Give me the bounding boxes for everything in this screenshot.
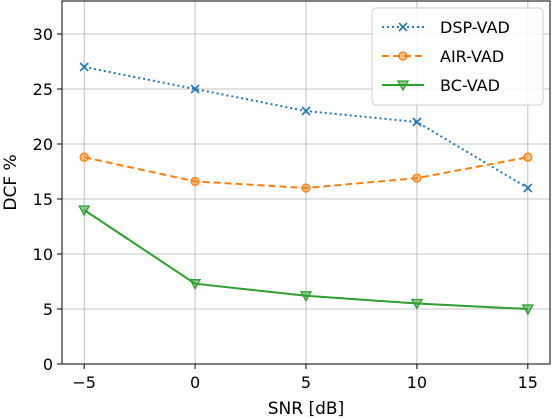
series-air-vad [79, 152, 533, 193]
x-marker-stroke [523, 183, 533, 193]
legend-label: BC-VAD [440, 76, 500, 95]
x-tick-label: 15 [518, 373, 538, 392]
data-point-bc-vad [410, 298, 424, 310]
legend-label: DSP-VAD [440, 18, 510, 37]
legend-item-air-vad: AIR-VAD [382, 47, 504, 66]
x-marker-stroke [301, 106, 311, 116]
x-axis-label: SNR [dB] [268, 399, 344, 418]
series-dsp-vad [79, 62, 533, 193]
x-tick-label: 5 [301, 373, 311, 392]
data-point-air-vad [190, 176, 200, 187]
legend: DSP-VAD AIR-VAD BC-VAD [371, 7, 544, 106]
data-point-air-vad [301, 183, 311, 193]
legend-marker [398, 51, 408, 61]
series-layer [78, 62, 534, 316]
data-point-dsp-vad [523, 183, 533, 193]
data-point-air-vad [79, 152, 89, 162]
data-point-air-vad [523, 152, 533, 162]
legend-item-dsp-vad: DSP-VAD [382, 18, 510, 37]
y-tick-label: 5 [43, 300, 53, 319]
y-tick-label: 0 [43, 355, 53, 374]
y-tick-label: 20 [33, 135, 53, 154]
y-tick-label: 25 [33, 80, 53, 99]
legend-item-bc-vad: BC-VAD [382, 76, 500, 95]
legend-box [371, 7, 544, 106]
x-marker-stroke [190, 84, 200, 94]
legend-marker [398, 22, 408, 32]
x-marker-stroke [412, 117, 422, 127]
data-point-dsp-vad [190, 84, 200, 94]
y-tick-label: 30 [33, 25, 53, 44]
y-tick-label: 15 [33, 190, 53, 209]
x-tick-label: 10 [407, 373, 427, 392]
legend-label: AIR-VAD [440, 47, 504, 66]
data-point-bc-vad [521, 304, 534, 316]
legend-marker [396, 80, 410, 92]
x-marker-stroke [398, 22, 408, 32]
x-tick-label: −5 [72, 373, 96, 392]
data-point-air-vad [412, 173, 422, 183]
data-point-dsp-vad [412, 117, 422, 127]
axis-ticks: −5 0 5 10 15 0 5 10 15 20 25 30 [33, 25, 538, 392]
x-tick-label: 0 [190, 373, 200, 392]
data-point-bc-vad [299, 291, 313, 303]
x-marker-stroke [79, 62, 89, 72]
data-point-bc-vad [188, 279, 202, 291]
data-point-dsp-vad [301, 106, 311, 116]
data-point-bc-vad [78, 205, 91, 217]
y-tick-label: 10 [33, 245, 53, 264]
y-axis-label: DCF % [1, 154, 21, 210]
series-bc-vad [78, 205, 534, 316]
data-point-dsp-vad [79, 62, 89, 72]
